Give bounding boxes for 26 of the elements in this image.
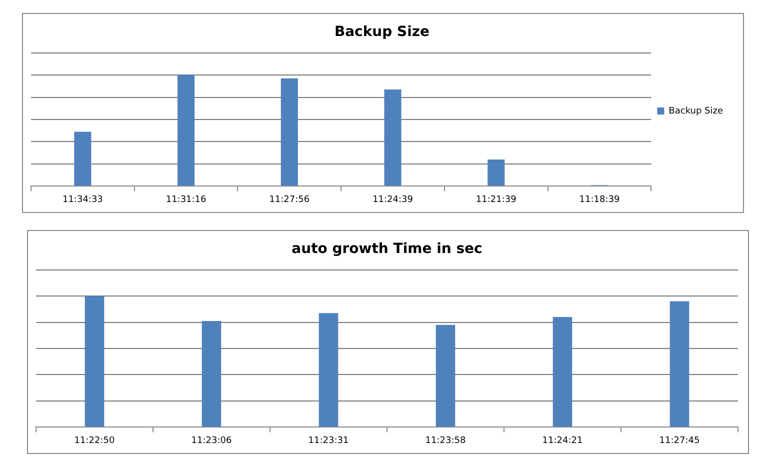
x-tick-label: 11:23:31	[308, 436, 349, 446]
bar	[84, 296, 104, 427]
bar	[552, 317, 572, 427]
bar	[280, 78, 298, 186]
x-tick-label: 11:34:33	[62, 194, 103, 205]
chart-title: Backup Size	[334, 24, 430, 40]
bar	[202, 320, 222, 427]
x-tick-label: 11:31:16	[166, 194, 207, 205]
x-tick-label: 11:22:50	[74, 436, 115, 446]
bar	[384, 89, 402, 186]
bar	[436, 324, 456, 427]
x-tick-label: 11:24:21	[542, 436, 583, 446]
bar	[670, 301, 690, 427]
x-tick-label: 11:27:45	[659, 436, 700, 446]
legend-label: Backup Size	[668, 106, 724, 116]
x-tick-label: 11:23:06	[191, 436, 232, 446]
bar	[74, 132, 92, 186]
bar	[318, 313, 338, 427]
bar	[178, 75, 195, 186]
x-tick-label: 11:18:39	[579, 194, 620, 205]
x-tick-label: 11:23:58	[425, 436, 466, 446]
bar	[488, 160, 505, 186]
x-tick-label: 11:24:39	[372, 194, 414, 205]
x-tick-label: 11:27:56	[269, 194, 310, 205]
x-tick-label: 11:21:39	[476, 194, 517, 205]
chart-title: auto growth Time in sec	[292, 241, 482, 258]
